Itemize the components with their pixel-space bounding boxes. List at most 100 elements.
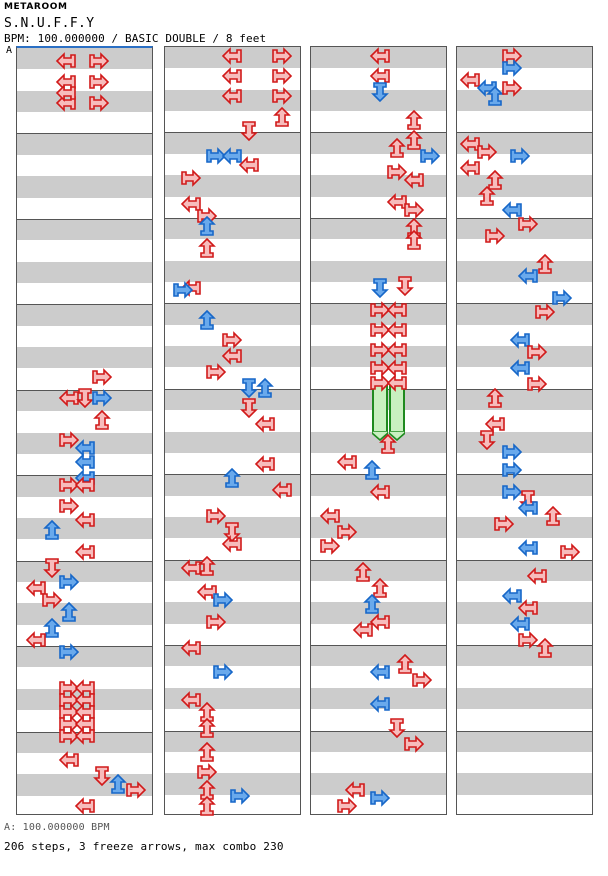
beat-band <box>17 261 152 283</box>
beat-band <box>17 304 152 326</box>
beat-band <box>311 431 446 453</box>
beat-band <box>17 688 152 711</box>
beat-band <box>17 603 152 625</box>
beat-band <box>17 389 152 412</box>
beat-band <box>165 260 300 282</box>
measure-line <box>165 303 300 305</box>
measure-line <box>311 730 446 732</box>
song-title: S.N.U.F.F.Y <box>4 16 95 31</box>
measure-line <box>457 730 592 732</box>
freeze-arrow-tail <box>389 431 405 441</box>
beat-band <box>457 730 592 752</box>
beat-band <box>457 388 592 411</box>
measure-line <box>311 132 446 134</box>
measure-line <box>311 303 446 305</box>
beat-band <box>165 132 300 154</box>
measure-line <box>17 133 152 135</box>
beat-band <box>165 645 300 667</box>
measure-line <box>165 132 300 134</box>
beat-band <box>311 303 446 325</box>
measure-line <box>17 731 152 733</box>
beat-band <box>17 646 152 668</box>
beat-band <box>165 217 300 240</box>
beat-band <box>457 260 592 282</box>
beat-band <box>457 602 592 624</box>
beat-band <box>311 773 446 795</box>
beat-band <box>457 47 592 69</box>
beat-band <box>457 346 592 368</box>
beat-band <box>311 516 446 539</box>
beat-band <box>165 89 300 112</box>
beat-band <box>165 773 300 795</box>
freeze-arrow-body <box>389 385 405 431</box>
chart-panel-4[interactable] <box>456 46 593 815</box>
beat-band <box>457 559 592 582</box>
footer-stats: 206 steps, 3 freeze arrows, max combo 23… <box>4 840 284 853</box>
difficulty-marker: A <box>6 45 13 56</box>
beat-band <box>311 175 446 197</box>
beat-band <box>311 260 446 282</box>
app-title: METAROOM <box>4 2 68 12</box>
beat-band <box>165 175 300 197</box>
measure-line <box>457 303 592 305</box>
beat-band <box>311 474 446 496</box>
measure-line <box>165 217 300 219</box>
beat-band <box>457 474 592 496</box>
beat-band <box>311 217 446 240</box>
beat-band <box>457 645 592 667</box>
beat-band <box>457 516 592 539</box>
measure-line <box>17 475 152 477</box>
freeze-arrow-body <box>372 385 388 431</box>
beat-band <box>17 90 152 113</box>
beat-band <box>311 645 446 667</box>
beat-band <box>165 474 300 496</box>
chart-meta-line: BPM: 100.000000 / BASIC DOUBLE / 8 feet <box>4 32 267 45</box>
measure-line <box>165 388 300 390</box>
measure-line <box>165 474 300 476</box>
measure-line <box>17 389 152 391</box>
beat-band <box>311 89 446 112</box>
beat-band <box>311 687 446 710</box>
beat-band <box>457 773 592 795</box>
beat-band <box>17 517 152 540</box>
beat-band <box>17 560 152 583</box>
chart-panel-2[interactable] <box>164 46 301 815</box>
header: METAROOM S.N.U.F.F.Y BPM: 100.000000 / B… <box>4 2 266 45</box>
beat-band <box>165 602 300 624</box>
beat-band <box>457 132 592 154</box>
beat-band <box>17 133 152 155</box>
beat-band <box>165 516 300 539</box>
measure-line <box>457 132 592 134</box>
freeze-arrow-tail <box>372 431 388 441</box>
measure-line <box>457 217 592 219</box>
beat-band <box>165 388 300 411</box>
measure-line <box>17 304 152 306</box>
beat-band <box>17 218 152 241</box>
chart-panel-1[interactable] <box>16 46 153 815</box>
beat-band <box>165 559 300 582</box>
measure-line <box>457 474 592 476</box>
measure-line <box>165 645 300 647</box>
measure-line <box>311 217 446 219</box>
beat-band <box>311 559 446 582</box>
beat-band <box>457 175 592 197</box>
beat-band <box>311 602 446 624</box>
measure-line <box>165 559 300 561</box>
beat-band <box>165 47 300 69</box>
measure-line <box>457 388 592 390</box>
beat-band <box>17 731 152 753</box>
measure-line <box>165 730 300 732</box>
beat-band <box>17 347 152 369</box>
measure-line <box>17 560 152 562</box>
footer-bpm: A: 100.000000 BPM <box>4 822 110 833</box>
beat-band <box>457 687 592 710</box>
measure-line <box>17 218 152 220</box>
beat-band <box>311 132 446 154</box>
measure-line <box>311 559 446 561</box>
beat-band <box>457 431 592 453</box>
beat-band <box>165 303 300 325</box>
beat-band <box>165 431 300 453</box>
beat-band <box>165 687 300 710</box>
beat-band <box>17 48 152 70</box>
